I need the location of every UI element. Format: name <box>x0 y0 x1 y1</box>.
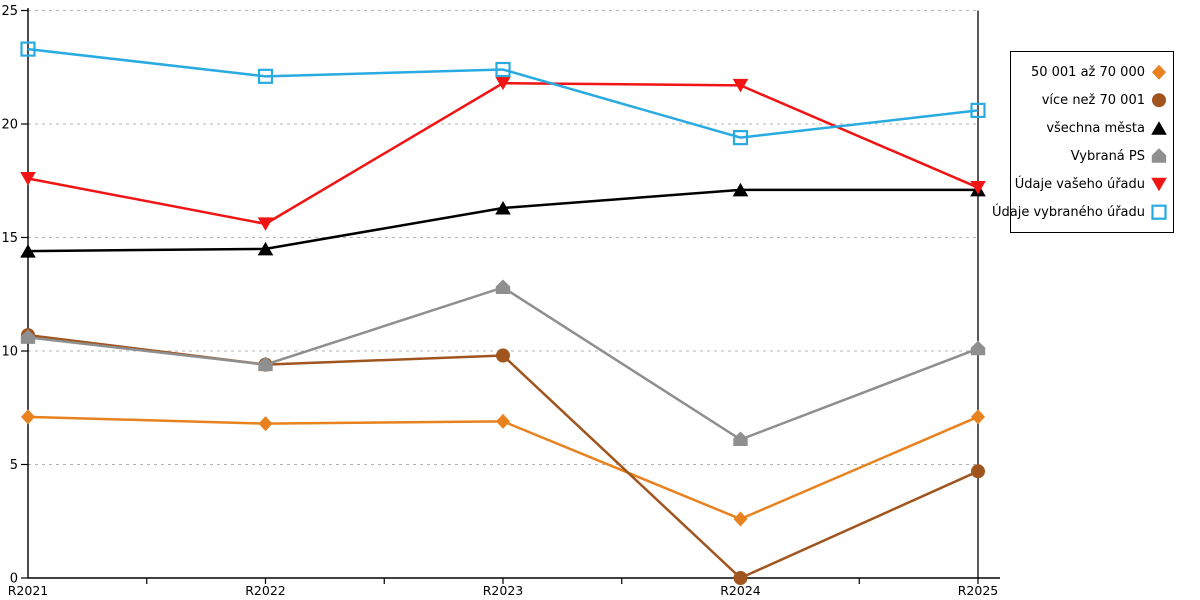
x-tick-label: R2023 <box>483 583 524 598</box>
legend-item: všechna města <box>1015 114 1167 142</box>
series-5 <box>20 76 986 231</box>
open-square-marker-icon <box>970 102 986 118</box>
series-3 <box>20 182 986 258</box>
legend-item: Vybraná PS <box>1015 142 1167 170</box>
circle-marker-icon <box>971 464 985 479</box>
diamond-marker-icon <box>733 511 748 527</box>
legend-item: více než 70 001 <box>1015 86 1167 114</box>
pentagon-marker-icon <box>970 340 986 356</box>
legend-item-label: Údaje vybraného úřadu <box>991 204 1145 220</box>
triangle-down-marker-icon <box>732 78 749 93</box>
legend-marker <box>1151 148 1167 164</box>
legend-item-label: více než 70 001 <box>1041 92 1145 108</box>
y-tick-label: 20 <box>1 118 18 133</box>
series-line <box>27 415 979 521</box>
open-square-marker-icon <box>732 130 749 146</box>
x-tick-label: R2025 <box>958 583 999 598</box>
diamond-marker-icon <box>1152 64 1166 80</box>
legend-item: Údaje vybraného úřadu <box>992 198 1167 226</box>
triangle-down-marker-icon <box>495 76 511 91</box>
series-4 <box>20 279 986 447</box>
open-square-marker-icon <box>495 61 511 78</box>
legend-marker <box>1151 64 1167 80</box>
series-1 <box>21 409 985 527</box>
legend: 50 001 až 70 000 více než 70 001 všechna m… <box>992 51 1174 233</box>
pentagon-marker-icon <box>1151 148 1167 163</box>
y-tick-label: 10 <box>1 345 18 360</box>
triangle-up-marker-icon <box>257 241 274 256</box>
triangle-down-marker-icon <box>1151 177 1167 192</box>
legend-marker <box>1151 204 1167 220</box>
circle-marker-icon <box>1152 93 1166 108</box>
x-tick-label: R2022 <box>245 583 286 598</box>
series-2 <box>21 328 985 585</box>
circle-marker-icon <box>733 571 748 585</box>
pentagon-marker-icon <box>258 356 273 372</box>
circle-marker-icon <box>496 348 510 363</box>
y-tick-label: 25 <box>1 4 18 19</box>
y-tick-label: 5 <box>10 458 18 473</box>
series-line <box>27 188 978 253</box>
triangle-up-marker-icon <box>495 200 511 215</box>
y-tick-label: 0 <box>10 572 18 587</box>
y-tick-label: 15 <box>1 231 18 246</box>
diamond-marker-icon <box>258 416 273 432</box>
x-tick-label: R2021 <box>8 583 49 598</box>
pentagon-marker-icon <box>733 431 748 447</box>
triangle-up-marker-icon <box>732 182 749 197</box>
triangle-down-marker-icon <box>20 171 36 186</box>
triangle-down-marker-icon <box>970 181 986 195</box>
open-square-marker-icon <box>257 68 274 84</box>
legend-marker <box>1151 92 1167 108</box>
diamond-marker-icon <box>971 409 985 425</box>
series-line <box>27 47 979 139</box>
legend-item: Údaje vašeho úřadu <box>1015 170 1167 198</box>
triangle-down-marker-icon <box>257 217 274 231</box>
legend-item: 50 001 až 70 000 <box>1015 58 1167 86</box>
legend-item-label: všechna města <box>1046 120 1145 136</box>
open-square-marker-icon <box>20 41 36 57</box>
pentagon-marker-icon <box>495 279 511 294</box>
legend-marker <box>1151 120 1167 136</box>
diamond-marker-icon <box>496 413 510 429</box>
series-6 <box>20 41 986 146</box>
legend-marker <box>1151 176 1167 192</box>
triangle-up-marker-icon <box>1151 121 1167 135</box>
legend-item-label: 50 001 až 70 000 <box>1030 64 1145 80</box>
series-line <box>27 333 979 580</box>
legend-item-label: Vybraná PS <box>1070 148 1145 164</box>
triangle-up-marker-icon <box>20 244 36 258</box>
open-square-marker-icon <box>1151 204 1167 220</box>
pentagon-marker-icon <box>20 329 36 344</box>
diamond-marker-icon <box>21 409 35 425</box>
x-tick-label: R2024 <box>720 583 761 598</box>
legend-item-label: Údaje vašeho úřadu <box>1014 176 1145 192</box>
